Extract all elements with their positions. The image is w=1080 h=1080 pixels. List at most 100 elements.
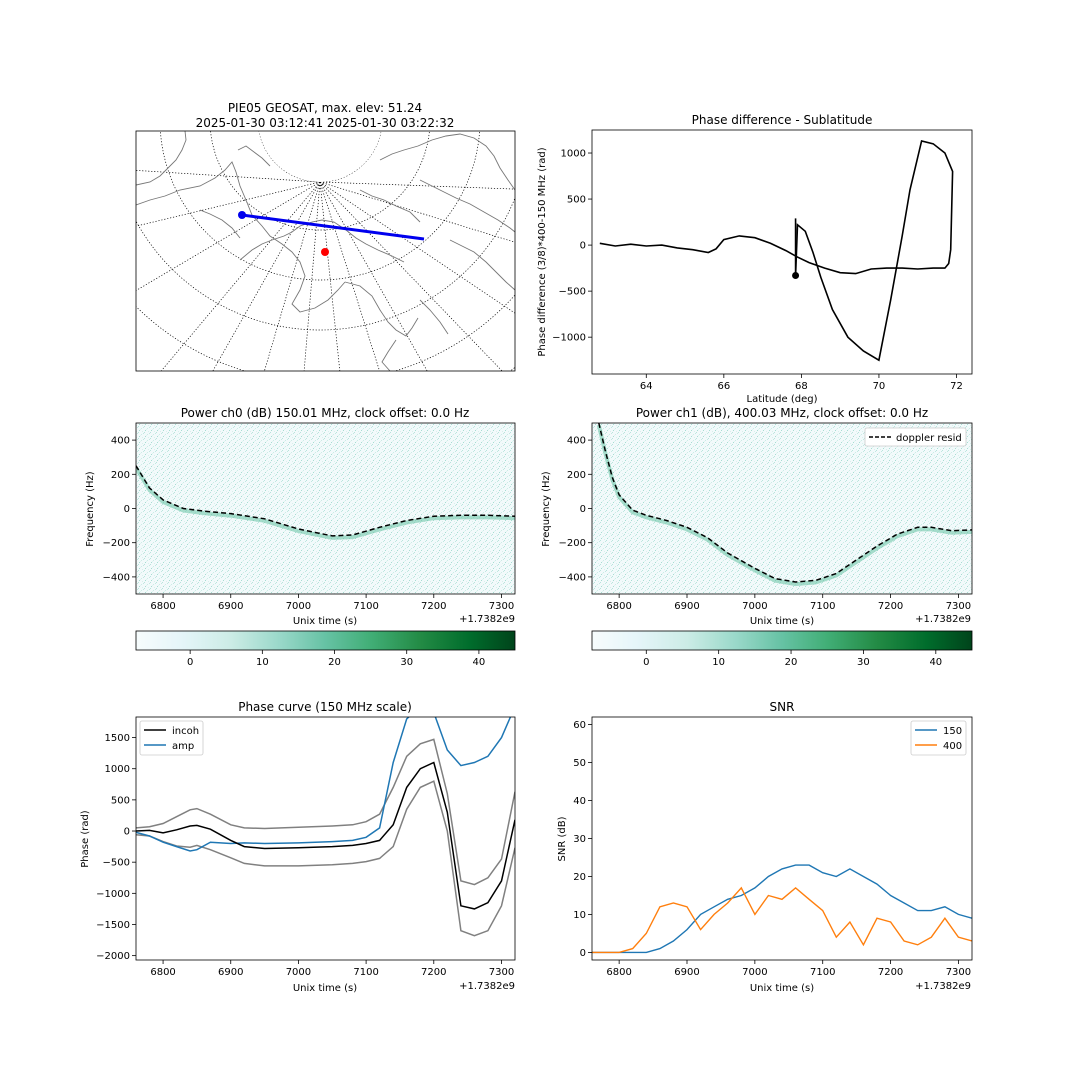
power0-ytick-label: 200 (111, 470, 130, 481)
phase-curve-legend: incoh amp (140, 721, 203, 755)
colorbar0-tick-label: 40 (473, 657, 486, 668)
phase-diff-xtick-label: 68 (795, 381, 808, 392)
snr-xlabel: Unix time (s) (750, 983, 814, 994)
power0-ytick-label: 400 (111, 436, 130, 447)
phase-curve-upper-bound (136, 739, 515, 884)
power1-ytick-label: 0 (580, 504, 586, 515)
phase-diff-line (600, 141, 953, 360)
map-title-line1: PIE05 GEOSAT, max. elev: 51.24 (228, 101, 422, 115)
phase-curve-title: Phase curve (150 MHz scale) (238, 700, 412, 714)
snr-legend: 150 400 (911, 721, 966, 755)
snr-panel: SNR 6800 6900 7000 7100 7200 7300010203040506… (557, 700, 972, 994)
colorbar1-tick-label: 40 (929, 657, 942, 668)
phase-diff-title: Phase difference - Sublatitude (692, 113, 873, 127)
phase-diff-ylabel: Phase difference (3/8)*400-150 MHz (rad) (537, 147, 548, 356)
legend-label-400: 400 (943, 741, 962, 752)
power0-title: Power ch0 (dB) 150.01 MHz, clock offset:… (181, 406, 470, 420)
colorbar1-tick-label: 10 (712, 657, 725, 668)
phase-curve-ytick-label: −1000 (96, 889, 130, 900)
snr-xtick-label: 7200 (878, 967, 903, 978)
power1-offset-text: +1.7382e9 (915, 614, 971, 625)
phase-diff-xlabel: Latitude (deg) (747, 394, 818, 405)
power0-xlabel: Unix time (s) (293, 616, 357, 627)
snr-xtick-label: 7100 (810, 967, 835, 978)
power1-xtick-label: 7000 (742, 601, 767, 612)
power1-xtick-label: 6800 (606, 601, 631, 612)
phase-curve-offset-text: +1.7382e9 (459, 981, 515, 992)
power1-xtick-label: 7300 (946, 601, 971, 612)
phase-curve-ytick-label: 0 (124, 827, 130, 838)
phase-diff-ytick-label: −1000 (552, 333, 586, 344)
power0-panel: Power ch0 (dB) 150.01 MHz, clock offset:… (85, 406, 515, 668)
phase-diff-xtick-label: 66 (717, 381, 730, 392)
power0-ytick-label: 0 (124, 504, 130, 515)
phase-diff-xtick-label: 70 (873, 381, 886, 392)
power0-heatmap (136, 423, 515, 594)
phase-curve-ticks: 6800 6900 7000 7100 7200 7300 −2000 −1500 −1000 −… (96, 733, 514, 978)
phase-diff-ticks: 64 66 68 70 72 −1000 −500 0 500 1000 (552, 149, 963, 392)
snr-xtick-label: 6900 (674, 967, 699, 978)
power1-ytick-label: 200 (567, 470, 586, 481)
phase-curve-panel: Phase curve (150 MHz scale) 6800 6900 7000… (80, 700, 515, 994)
power0-xtick-label: 6800 (150, 601, 175, 612)
power1-legend-label: doppler resid (896, 433, 962, 444)
power1-xtick-label: 7200 (878, 601, 903, 612)
power1-heatmap (592, 423, 972, 594)
snr-series-400 (592, 888, 972, 953)
colorbar1 (592, 631, 972, 650)
phase-curve-xtick-label: 6800 (150, 967, 175, 978)
phase-curve-xtick-label: 7200 (421, 967, 446, 978)
power0-xtick-label: 7000 (286, 601, 311, 612)
snr-xtick-label: 7300 (946, 967, 971, 978)
phase-diff-lines (600, 141, 953, 360)
colorbar0-ticks: 0 10 20 30 40 (187, 650, 485, 668)
snr-ytick-label: 30 (573, 834, 586, 845)
snr-title: SNR (770, 700, 795, 714)
colorbar1-tick-label: 30 (857, 657, 870, 668)
colorbar1-ticks: 0 10 20 30 40 (643, 650, 942, 668)
legend-label-incoh: incoh (172, 726, 199, 737)
power1-ytick-label: 400 (567, 436, 586, 447)
phase-curve-xtick-label: 6900 (218, 967, 243, 978)
power1-ylabel: Frequency (Hz) (541, 471, 552, 547)
legend-label-amp: amp (172, 741, 194, 752)
snr-offset-text: +1.7382e9 (915, 981, 971, 992)
power0-ytick-label: −400 (103, 572, 130, 583)
colorbar0-tick-label: 0 (187, 657, 193, 668)
snr-ytick-label: 0 (580, 948, 586, 959)
phase-curve-ytick-label: −500 (103, 858, 130, 869)
phase-diff-ytick-label: 500 (567, 195, 586, 206)
phase-curve-ytick-label: 1500 (105, 733, 130, 744)
colorbar1-tick-label: 20 (785, 657, 798, 668)
snr-ytick-label: 50 (573, 758, 586, 769)
colorbar1-tick-label: 0 (643, 657, 649, 668)
power1-xlabel: Unix time (s) (750, 616, 814, 627)
phase-diff-panel: Phase difference - Sublatitude Latitude … (537, 113, 972, 405)
phase-curve-incoh (136, 763, 515, 909)
phase-diff-ytick-label: −500 (559, 287, 586, 298)
power0-ylabel: Frequency (Hz) (85, 471, 96, 547)
power0-xtick-label: 7300 (489, 601, 514, 612)
snr-xtick-label: 7000 (742, 967, 767, 978)
phase-diff-xtick-label: 64 (640, 381, 653, 392)
power0-xtick-label: 7200 (421, 601, 446, 612)
colorbar0 (136, 631, 515, 650)
phase-curve-ytick-label: 1000 (105, 764, 130, 775)
phase-curve-xlabel: Unix time (s) (293, 983, 357, 994)
snr-ticks: 6800 6900 7000 7100 7200 7300 0 10 20 30 40 50 60 (573, 720, 971, 978)
phase-curve-xtick-label: 7100 (353, 967, 378, 978)
map-title-line2: 2025-01-30 03:12:41 2025-01-30 03:22:32 (196, 116, 455, 130)
snr-xtick-label: 6800 (606, 967, 631, 978)
colorbar0-tick-label: 10 (256, 657, 269, 668)
power0-ytick-label: −200 (103, 538, 130, 549)
phase-diff-ytick-label: 0 (580, 241, 586, 252)
phase-diff-ytick-label: 1000 (561, 149, 586, 160)
phase-curve-ytick-label: −1500 (96, 920, 130, 931)
map-track-start-marker (238, 211, 246, 219)
snr-ytick-label: 60 (573, 720, 586, 731)
phase-curve-ytick-label: 500 (111, 795, 130, 806)
power0-offset-text: +1.7382e9 (459, 614, 515, 625)
phase-curve-ytick-label: −2000 (96, 951, 130, 962)
power1-ytick-label: −400 (559, 572, 586, 583)
